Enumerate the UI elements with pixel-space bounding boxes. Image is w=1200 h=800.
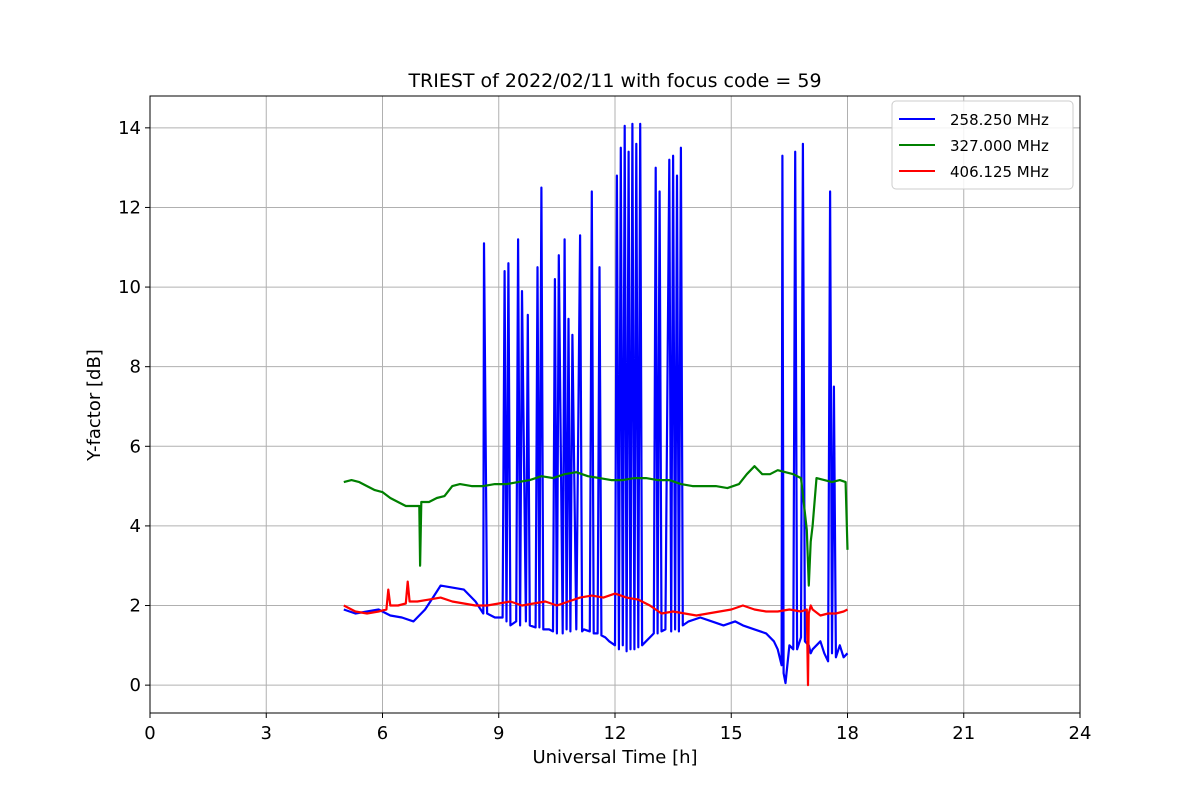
series-line-1 <box>343 122 849 685</box>
x-tick-label: 3 <box>261 723 272 744</box>
y-tick-label: 2 <box>130 596 141 617</box>
x-tick-label: 24 <box>1069 723 1092 744</box>
y-tick-label: 10 <box>118 277 141 298</box>
legend-label-1: 258.250 MHz <box>950 111 1049 129</box>
legend-label-3: 406.125 MHz <box>950 163 1049 181</box>
legend-frame <box>891 100 1074 190</box>
x-axis-title: Universal Time [h] <box>532 747 697 768</box>
x-axis: 0 3 6 9 12 15 18 21 24 <box>144 713 1091 744</box>
x-tick-label: 12 <box>604 723 627 744</box>
y-tick-label: 8 <box>130 357 141 378</box>
x-tick-label: 0 <box>144 723 155 744</box>
y-tick-label: 0 <box>130 675 141 696</box>
x-tick-label: 6 <box>377 723 388 744</box>
series-line-3 <box>343 580 849 687</box>
x-tick-label: 21 <box>952 723 975 744</box>
y-axis-title: Y-factor [dB] <box>84 349 105 462</box>
y-tick-label: 14 <box>118 118 141 139</box>
series-line-2 <box>343 465 849 587</box>
x-tick-label: 15 <box>720 723 743 744</box>
y-axis: 0 2 4 6 8 10 12 14 <box>118 118 150 696</box>
y-tick-label: 4 <box>130 516 141 537</box>
chart-title: TRIEST of 2022/02/11 with focus code = 5… <box>407 70 821 92</box>
legend-label-2: 327.000 MHz <box>950 137 1049 155</box>
y-tick-label: 6 <box>130 436 141 457</box>
legend: 258.250 MHz 327.000 MHz 406.125 MHz <box>891 100 1074 190</box>
y-tick-label: 12 <box>118 197 141 218</box>
x-tick-label: 9 <box>493 723 504 744</box>
x-tick-label: 18 <box>836 723 859 744</box>
series-layer <box>343 122 849 687</box>
